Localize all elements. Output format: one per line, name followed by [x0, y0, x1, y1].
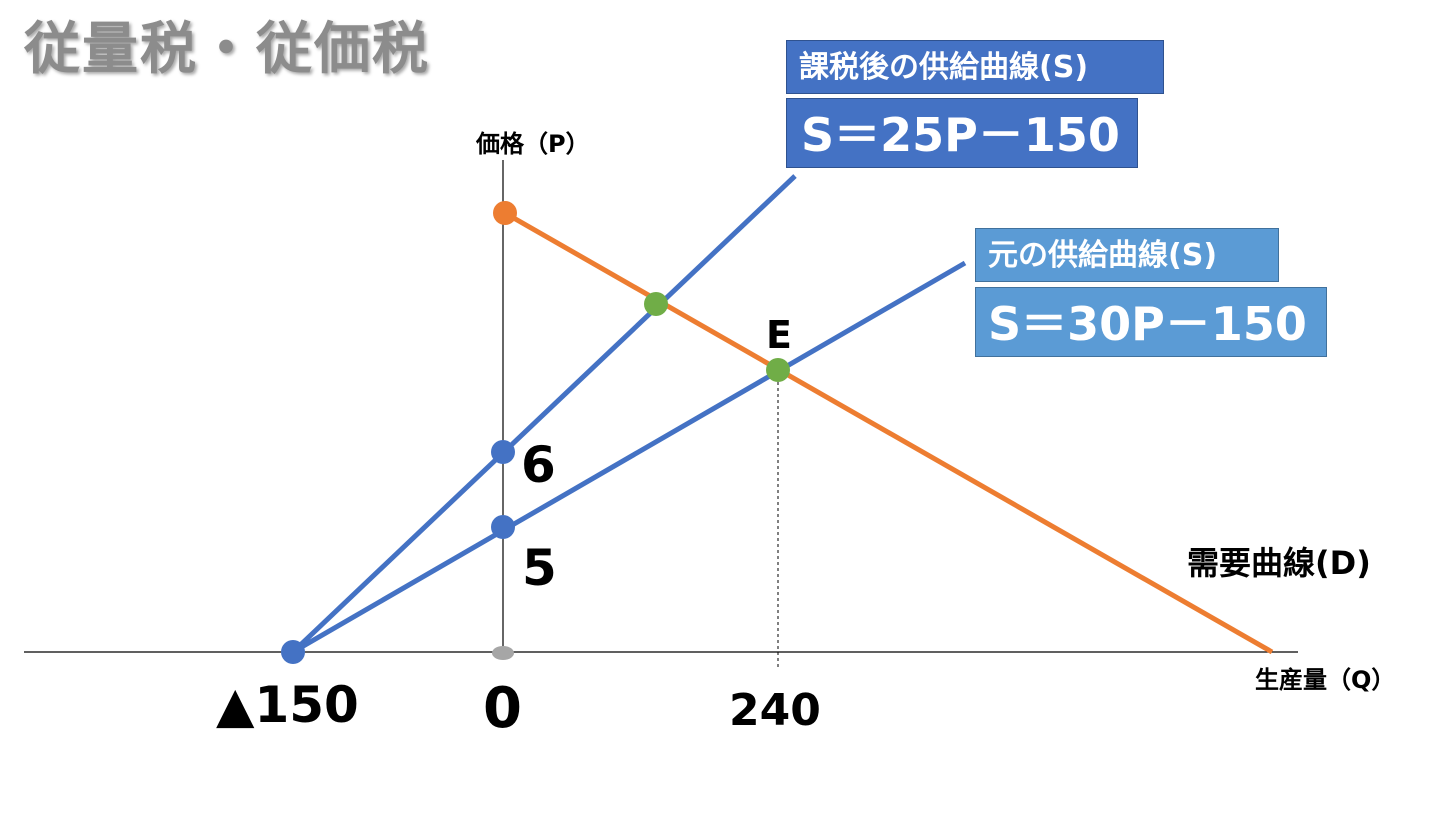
original-supply-curve	[291, 260, 967, 655]
equilibrium-label: E	[766, 313, 792, 357]
original-supply-equation-box: S＝30P－150	[975, 287, 1327, 357]
quantity-tick-0: 0	[483, 676, 522, 741]
demand-curve	[503, 210, 1274, 655]
quantity-tick-minus-150: ▲150	[216, 676, 359, 734]
quantity-minus-150-point	[281, 640, 305, 664]
after-tax-supply-label-box: 課税後の供給曲線(S)	[786, 40, 1164, 94]
original-supply-label-box: 元の供給曲線(S)	[975, 228, 1279, 282]
slide-title: 従量税・従価税	[24, 17, 430, 82]
after-tax-supply-curve	[291, 174, 797, 654]
after-tax-intersection-point	[644, 292, 668, 316]
price-tick-6: 6	[521, 436, 556, 494]
price-5-point	[491, 515, 515, 539]
price-6-point	[491, 440, 515, 464]
equilibrium-point-e	[766, 358, 790, 382]
demand-label: 需要曲線(D)	[1187, 544, 1371, 582]
after-tax-supply-equation-box: S＝25P－150	[786, 98, 1138, 168]
x-axis-label: 生産量（Q）	[1255, 666, 1395, 694]
quantity-tick-240: 240	[729, 685, 821, 736]
y-axis-label: 価格（P）	[475, 130, 590, 158]
origin-point	[492, 646, 514, 660]
price-tick-5: 5	[522, 539, 557, 597]
demand-intercept-point	[493, 201, 517, 225]
